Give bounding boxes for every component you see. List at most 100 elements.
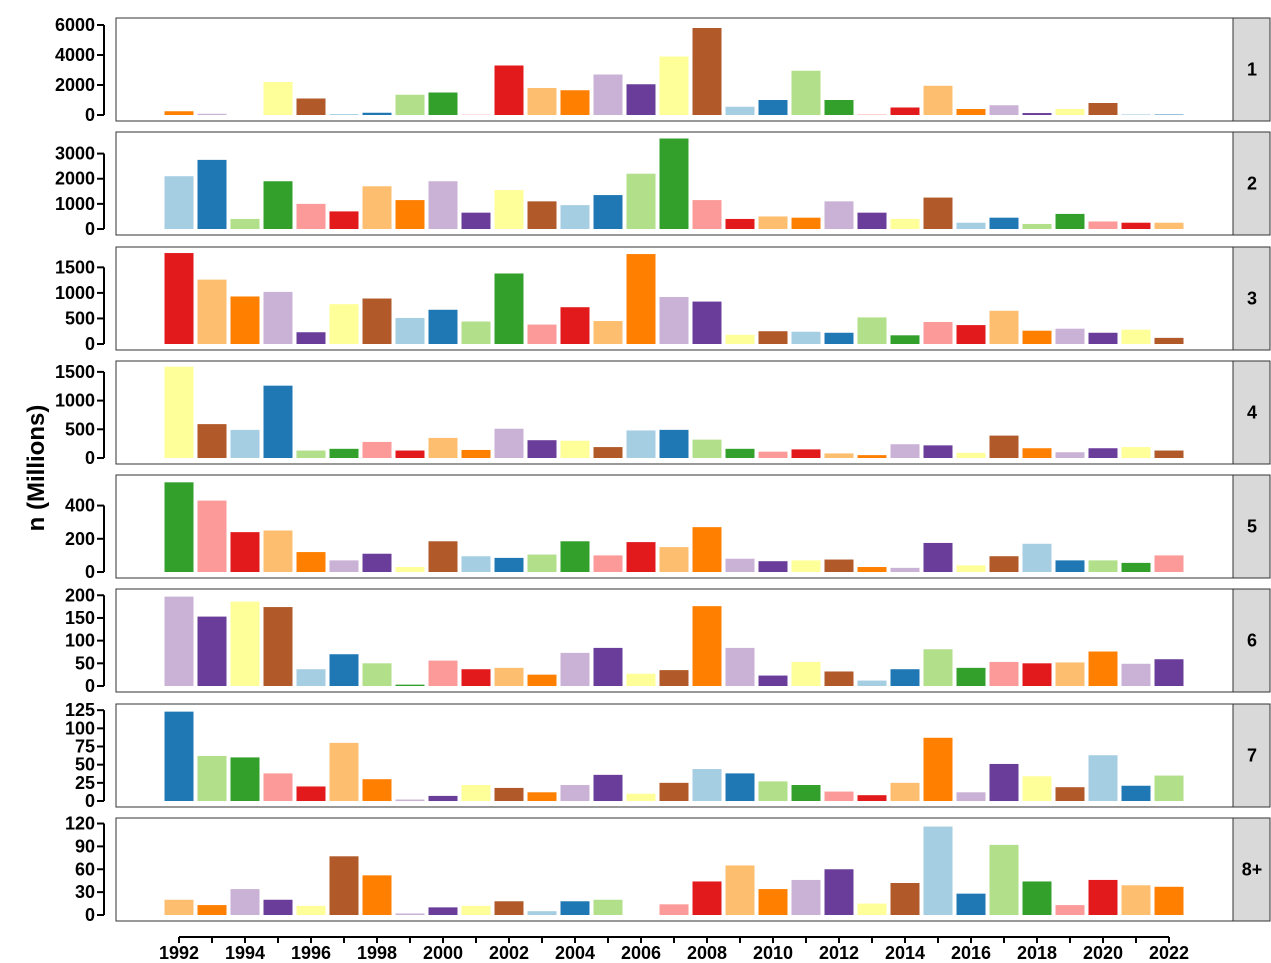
bar-2018	[1022, 113, 1052, 115]
bar-1993	[197, 424, 227, 458]
bar-2006	[626, 673, 656, 686]
y-tick-label: 1000	[55, 194, 95, 214]
y-tick-label: 50	[75, 755, 95, 775]
y-tick-label: 1500	[55, 257, 95, 277]
bar-2010	[758, 781, 788, 801]
bar-1997	[329, 448, 359, 458]
bar-2004	[560, 90, 590, 115]
bar-2004	[560, 901, 590, 915]
bar-2001	[461, 669, 491, 686]
bar-2003	[527, 554, 557, 572]
y-tick-label: 0	[85, 219, 95, 239]
bar-2016	[956, 893, 986, 915]
y-tick-label: 0	[85, 791, 95, 811]
bar-2009	[725, 448, 755, 458]
y-tick-label: 30	[75, 882, 95, 902]
bar-2009	[725, 865, 755, 915]
bar-2015	[923, 826, 953, 915]
facet-strip	[1232, 817, 1271, 922]
bar-2015	[923, 649, 953, 686]
bar-1995	[263, 291, 293, 344]
bar-2001	[461, 321, 491, 344]
bar-2022	[1154, 775, 1184, 801]
x-tick-label: 2008	[687, 943, 727, 963]
bar-2005	[593, 555, 623, 572]
facet-strip	[1232, 703, 1271, 808]
bar-2002	[494, 65, 524, 115]
bar-2011	[791, 661, 821, 686]
facet-strip-label: 3	[1247, 289, 1257, 309]
x-tick-label: 1994	[225, 943, 265, 963]
bar-1998	[362, 553, 392, 572]
bar-2019	[1055, 328, 1085, 344]
bar-2010	[758, 100, 788, 115]
bar-1992	[164, 596, 194, 686]
bar-2019	[1055, 213, 1085, 229]
bar-2001	[461, 449, 491, 458]
bar-1994	[230, 296, 260, 344]
bar-2012	[824, 453, 854, 458]
y-tick-label: 60	[75, 859, 95, 879]
bar-2020	[1088, 560, 1118, 572]
bar-2009	[725, 334, 755, 344]
bar-2015	[923, 322, 953, 344]
x-tick-label: 2018	[1017, 943, 1057, 963]
bar-2020	[1088, 448, 1118, 458]
y-tick-label: 1000	[55, 283, 95, 303]
bar-1996	[296, 786, 326, 801]
x-tick-label: 2006	[621, 943, 661, 963]
x-tick-label: 2022	[1149, 943, 1189, 963]
y-axis-label: n (Millions)	[23, 405, 50, 532]
bar-2013	[857, 903, 887, 915]
bar-2007	[659, 56, 689, 115]
bar-1999	[395, 94, 425, 115]
bar-2021	[1121, 562, 1151, 572]
y-tick-label: 1500	[55, 362, 95, 382]
bar-1998	[362, 112, 392, 115]
bar-1994	[230, 601, 260, 686]
bar-2007	[659, 670, 689, 686]
bar-2021	[1121, 222, 1151, 229]
bar-2020	[1088, 332, 1118, 344]
bar-2016	[956, 565, 986, 572]
facet-strip-label: 2	[1247, 174, 1257, 194]
bar-2008	[692, 301, 722, 344]
bar-1995	[263, 181, 293, 229]
facet-strip-label: 5	[1247, 517, 1257, 537]
bar-2011	[791, 785, 821, 801]
bar-2001	[461, 556, 491, 572]
bar-2017	[989, 763, 1019, 801]
facet-panel-4: 4 0 500 1000 1500	[55, 360, 1271, 468]
bar-2014	[890, 335, 920, 344]
bar-1993	[197, 279, 227, 344]
bar-2011	[791, 217, 821, 229]
bar-2010	[758, 331, 788, 344]
bar-1992	[164, 899, 194, 915]
bar-1995	[263, 607, 293, 686]
bar-2019	[1055, 662, 1085, 686]
y-tick-label: 6000	[55, 15, 95, 35]
bar-2016	[956, 222, 986, 229]
bar-2001	[461, 785, 491, 801]
bar-2020	[1088, 651, 1118, 686]
bar-2005	[593, 899, 623, 915]
bar-1994	[230, 218, 260, 229]
bar-2017	[989, 310, 1019, 344]
bar-1996	[296, 203, 326, 229]
bar-2021	[1121, 447, 1151, 458]
bar-2002	[494, 667, 524, 686]
bar-2003	[527, 792, 557, 801]
x-tick-label: 1992	[159, 943, 199, 963]
bar-2008	[692, 439, 722, 458]
bar-2003	[527, 911, 557, 915]
facet-strip	[1232, 360, 1271, 465]
bar-2004	[560, 785, 590, 801]
bar-2014	[890, 669, 920, 686]
bar-2017	[989, 217, 1019, 229]
y-tick-label: 0	[85, 676, 95, 696]
bar-2007	[659, 904, 689, 915]
bar-2013	[857, 317, 887, 344]
